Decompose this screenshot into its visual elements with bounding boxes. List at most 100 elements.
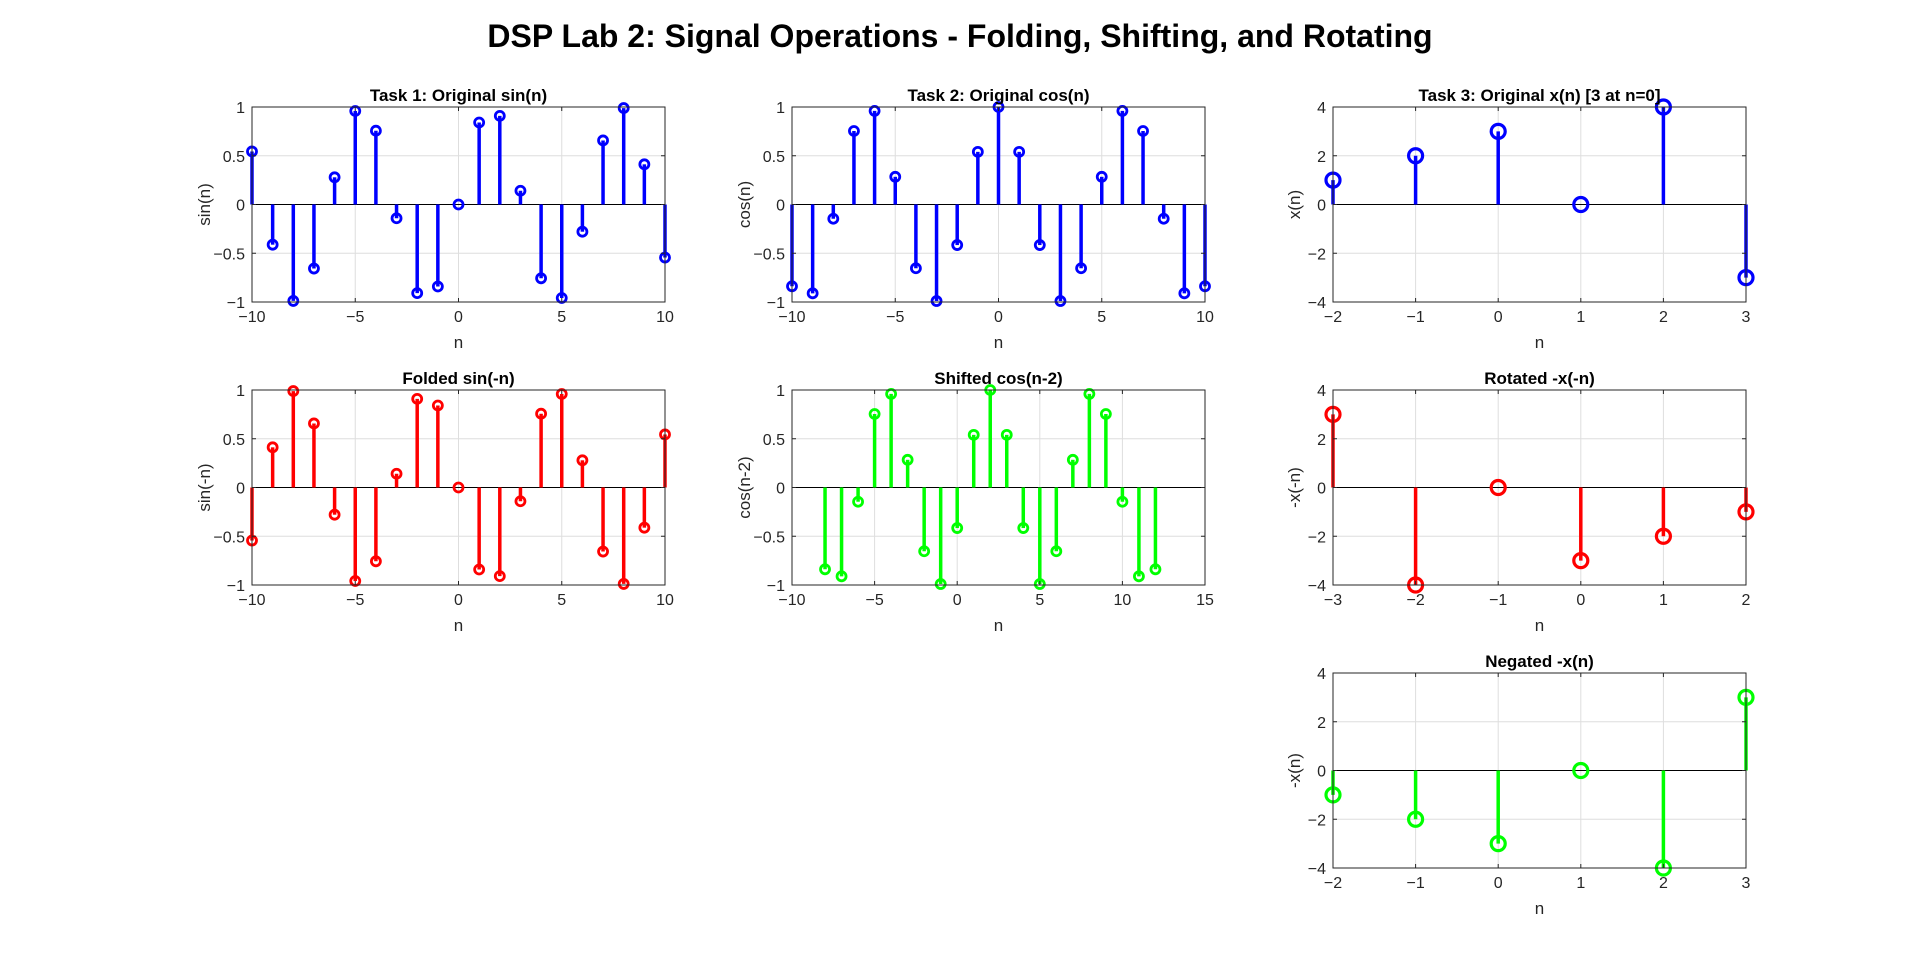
- stem-marker: [617, 102, 630, 114]
- stem-marker: [411, 287, 424, 300]
- x-tick-label: −10: [238, 309, 265, 326]
- y-axis-label: cos(n-2): [735, 456, 754, 518]
- x-tick-label: −5: [346, 309, 364, 326]
- stem-marker: [473, 563, 486, 576]
- y-tick-label: 1: [236, 383, 245, 400]
- stem-marker: [349, 575, 362, 587]
- stem-marker: [287, 295, 300, 307]
- y-tick-label: 0.5: [223, 432, 245, 449]
- stem-marker: [848, 125, 860, 137]
- subplot-title: Shifted cos(n-2): [934, 369, 1062, 388]
- y-tick-label: −0.5: [213, 246, 245, 263]
- stem-marker: [918, 545, 931, 558]
- y-tick-label: 0: [1317, 764, 1326, 781]
- y-tick-label: −2: [1308, 529, 1326, 546]
- stem-marker: [493, 109, 506, 122]
- stem-marker: [806, 287, 819, 300]
- stem-marker: [967, 428, 980, 441]
- stem-marker: [555, 292, 568, 304]
- x-axis-label: n: [1535, 899, 1544, 918]
- stem-marker: [535, 272, 547, 285]
- stem-marker: [638, 521, 651, 534]
- y-tick-label: 2: [1317, 149, 1326, 166]
- x-tick-label: 5: [1035, 592, 1044, 609]
- x-tick-label: 2: [1659, 875, 1668, 892]
- x-tick-label: 1: [1576, 875, 1585, 892]
- stem-marker: [1137, 125, 1149, 137]
- x-tick-label: −1: [1406, 875, 1424, 892]
- stem-marker: [1157, 212, 1170, 225]
- x-tick-label: −2: [1406, 592, 1424, 609]
- y-tick-label: −1: [767, 295, 785, 312]
- y-axis-label: sin(n): [195, 183, 214, 226]
- stem-marker: [390, 212, 403, 225]
- stem-marker: [369, 124, 382, 137]
- x-tick-label: −5: [865, 592, 883, 609]
- y-tick-label: 0: [776, 481, 785, 498]
- x-tick-label: −1: [1489, 592, 1507, 609]
- stem-marker: [1095, 170, 1108, 183]
- y-tick-label: −0.5: [753, 246, 785, 263]
- y-tick-label: 4: [1317, 666, 1326, 683]
- y-axis-label: -x(n): [1285, 753, 1304, 788]
- stem-marker: [889, 170, 902, 183]
- stem-marker: [597, 545, 609, 558]
- subplot-1: −10 −5 0 5 10 −1 −0.5 0 0.5 1 n sin(n) Task 1: Origi…: [195, 86, 674, 352]
- x-tick-label: 2: [1659, 309, 1668, 326]
- stem-marker: [827, 212, 840, 225]
- x-tick-label: 3: [1742, 875, 1751, 892]
- subplot-title: Rotated -x(-n): [1484, 369, 1594, 388]
- y-axis-label: x(n): [1285, 190, 1304, 219]
- x-tick-label: 10: [1114, 592, 1132, 609]
- stem-marker: [452, 481, 465, 494]
- stem-marker: [473, 116, 486, 129]
- stem-marker: [930, 295, 943, 307]
- figure-title: DSP Lab 2: Signal Operations - Folding, …: [487, 18, 1433, 54]
- x-tick-label: −10: [778, 309, 805, 326]
- stem-marker: [1083, 387, 1096, 400]
- x-tick-label: −10: [238, 592, 265, 609]
- x-tick-label: −2: [1324, 875, 1342, 892]
- stem-marker: [1406, 147, 1425, 165]
- stem-marker: [971, 145, 984, 158]
- y-tick-label: −4: [1308, 295, 1326, 312]
- y-tick-label: −2: [1308, 812, 1326, 829]
- x-tick-label: 1: [1576, 309, 1585, 326]
- y-tick-label: 1: [776, 383, 785, 400]
- stem-marker: [390, 467, 403, 480]
- y-tick-label: −1: [227, 295, 245, 312]
- stem-marker: [266, 441, 279, 454]
- subplot-title: Negated -x(n): [1485, 652, 1594, 671]
- x-tick-label: 2: [1742, 592, 1751, 609]
- x-tick-label: 15: [1196, 592, 1214, 609]
- y-tick-label: 0.5: [763, 432, 785, 449]
- stem-marker: [1033, 578, 1046, 590]
- subplot-2: −10 −5 0 5 10 −1 −0.5 0 0.5 1 n cos(n) Task 2: Origi…: [735, 86, 1214, 352]
- stem-marker: [1099, 408, 1112, 420]
- stem-marker: [951, 239, 964, 251]
- x-axis-label: n: [994, 333, 1003, 352]
- y-tick-label: 2: [1317, 432, 1326, 449]
- stem-marker: [514, 495, 527, 508]
- stem-marker: [819, 563, 831, 576]
- y-tick-label: 0.5: [763, 149, 785, 166]
- stem-marker: [1654, 527, 1673, 545]
- stem-marker: [576, 225, 589, 238]
- x-axis-label: n: [1535, 333, 1544, 352]
- y-tick-label: 2: [1317, 715, 1326, 732]
- stem-marker: [1017, 522, 1030, 534]
- stem-marker: [951, 522, 964, 534]
- y-tick-label: 1: [776, 100, 785, 117]
- stem-marker: [1033, 239, 1046, 251]
- y-tick-label: −4: [1308, 578, 1326, 595]
- stem-marker: [1066, 453, 1079, 466]
- x-tick-label: 0: [994, 309, 1003, 326]
- stem-marker: [901, 453, 914, 466]
- y-axis-label: cos(n): [735, 181, 754, 228]
- stem-marker: [452, 198, 465, 211]
- stem-marker: [910, 262, 922, 275]
- stem-marker: [514, 184, 527, 197]
- stem-marker: [431, 280, 444, 293]
- y-tick-label: −0.5: [213, 529, 245, 546]
- y-tick-label: 0: [1317, 198, 1326, 215]
